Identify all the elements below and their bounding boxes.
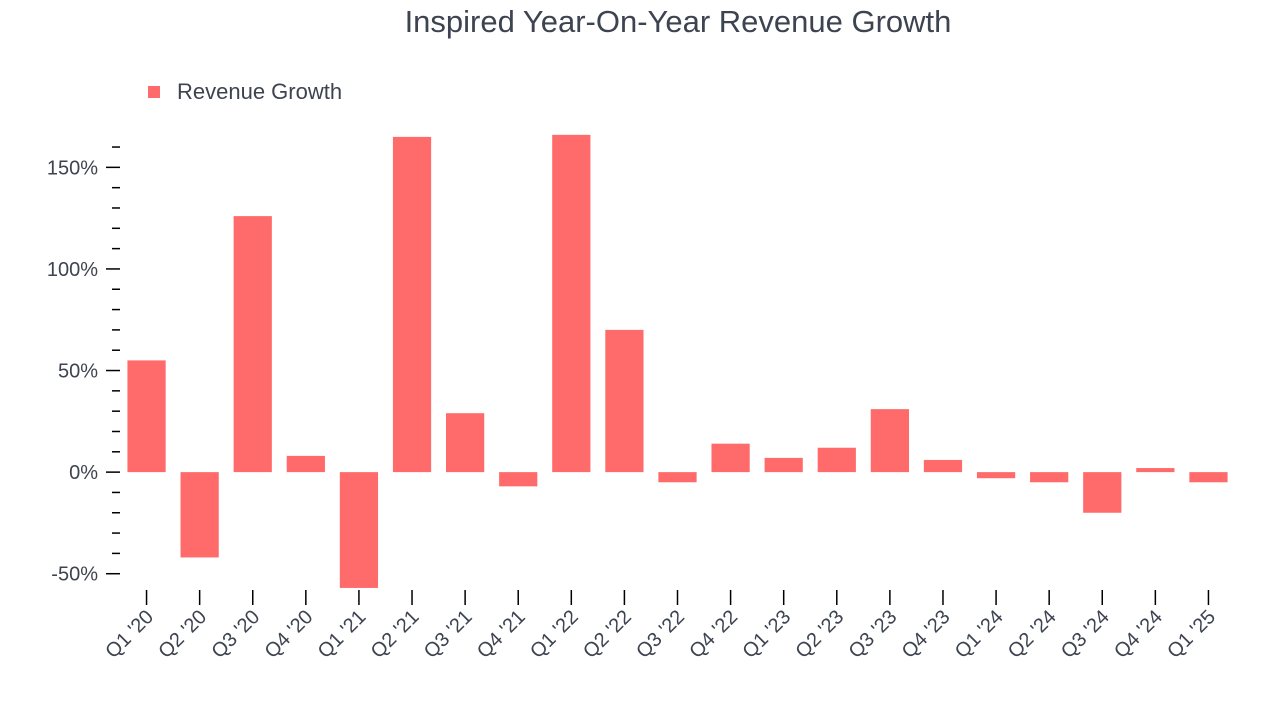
x-tick-label: Q2 '24 (1004, 606, 1061, 663)
legend-label: Revenue Growth (177, 79, 343, 104)
bar (817, 447, 856, 473)
x-tick-label: Q1 '22 (526, 606, 583, 663)
x-tick-label: Q2 '23 (792, 606, 849, 663)
bar (180, 472, 219, 558)
bar (127, 360, 166, 473)
x-tick-label: Q4 '21 (473, 606, 530, 663)
x-tick-label: Q3 '21 (420, 606, 477, 663)
bar (870, 409, 909, 473)
x-tick-label: Q1 '25 (1163, 606, 1220, 663)
x-tick-label: Q4 '23 (898, 606, 955, 663)
bar (711, 443, 750, 473)
bar (233, 216, 272, 473)
x-tick-label: Q3 '20 (207, 606, 264, 663)
x-tick-label: Q2 '22 (579, 606, 636, 663)
bar (499, 472, 538, 487)
x-tick-label: Q1 '24 (951, 606, 1008, 663)
x-tick-label: Q3 '22 (632, 606, 689, 663)
bar (764, 457, 803, 473)
bar (1030, 472, 1069, 483)
bar (286, 455, 325, 473)
y-tick-label: 100% (47, 259, 98, 281)
y-tick-label: -50% (51, 564, 98, 586)
x-tick-label: Q4 '24 (1110, 606, 1167, 663)
bar (1136, 468, 1175, 473)
x-tick-label: Q1 '21 (314, 606, 371, 663)
y-tick-label: 50% (58, 361, 98, 383)
x-tick-label: Q1 '20 (101, 606, 158, 663)
bar (392, 136, 432, 473)
y-tick-label: 150% (47, 157, 98, 179)
bar (1083, 472, 1122, 513)
bar (605, 329, 644, 473)
x-tick-label: Q2 '20 (154, 606, 211, 663)
x-tick-label: Q3 '23 (845, 606, 902, 663)
legend-swatch (148, 86, 160, 98)
bar (658, 472, 697, 483)
legend: Revenue Growth (148, 79, 342, 105)
y-tick-label: 0% (69, 462, 98, 484)
bar (923, 459, 963, 473)
x-tick-label: Q3 '24 (1057, 606, 1114, 663)
bar (1189, 472, 1228, 483)
bar (552, 134, 591, 473)
x-tick-label: Q4 '22 (685, 606, 742, 663)
x-tick-label: Q1 '23 (738, 606, 795, 663)
x-tick-label: Q4 '20 (261, 606, 318, 663)
bar (976, 472, 1016, 479)
chart-title: Inspired Year-On-Year Revenue Growth (404, 4, 952, 39)
x-tick-label: Q2 '21 (367, 606, 424, 663)
bar (446, 413, 485, 473)
bar (339, 472, 379, 588)
